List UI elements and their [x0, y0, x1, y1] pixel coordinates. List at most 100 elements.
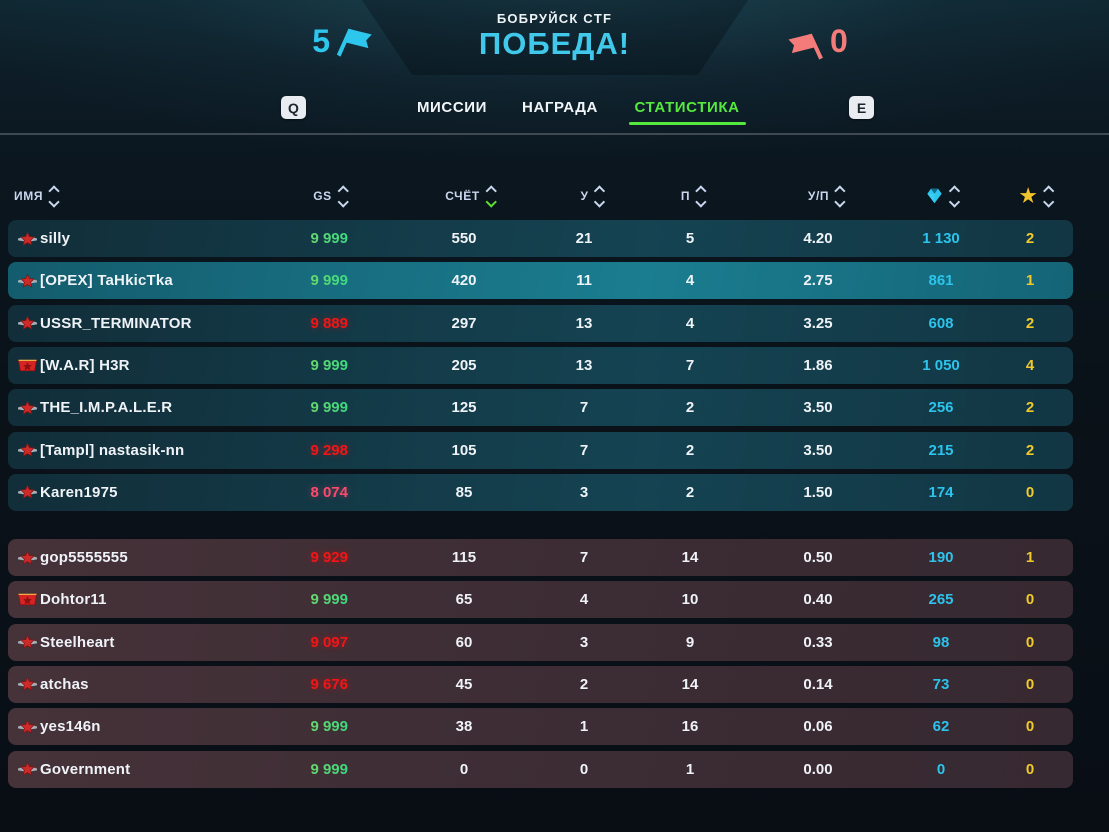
player-gs: 9 999 — [243, 347, 348, 384]
rank-star-wings-icon — [17, 761, 37, 776]
player-gs: 9 999 — [243, 262, 348, 299]
player-name: [W.A.R] H3R — [40, 356, 130, 374]
player-name: USSR_TERMINATOR — [40, 314, 192, 332]
tab-reward[interactable]: НАГРАДА — [522, 99, 598, 116]
player-deaths: 14 — [681, 675, 699, 693]
player-row[interactable]: [Tampl] nastasik-nn 9 298 105 7 2 3.50 2… — [8, 431, 1073, 469]
player-crystals: 73 — [932, 675, 950, 693]
player-deaths: 9 — [685, 633, 695, 651]
player-stars: 2 — [1025, 314, 1035, 332]
player-kills: 1 — [579, 718, 589, 736]
player-stars: 1 — [1025, 549, 1035, 566]
player-kills: 13 — [575, 356, 593, 374]
rank-star-wings-icon — [17, 719, 37, 734]
player-kd: 1.50 — [803, 483, 833, 501]
player-kills: 7 — [579, 399, 589, 417]
player-score: 420 — [451, 272, 477, 290]
rank-icon-holder — [16, 262, 38, 299]
player-name: Government — [40, 760, 131, 778]
player-crystals: 0 — [936, 760, 946, 778]
column-label-kills: У — [580, 189, 589, 203]
column-header-deaths[interactable]: П — [681, 181, 707, 211]
player-deaths: 10 — [681, 591, 699, 609]
player-score: 60 — [455, 633, 473, 651]
column-header-score[interactable]: СЧЁТ — [445, 181, 497, 211]
active-tab-underline — [629, 122, 746, 125]
column-header-kd[interactable]: У/П — [807, 181, 846, 211]
player-row[interactable]: THE_I.M.P.A.L.E.R 9 999 125 7 2 3.50 256… — [8, 389, 1073, 427]
sort-chevrons-icon — [485, 184, 497, 208]
player-row[interactable]: [W.A.R] H3R 9 999 205 13 7 1.86 1 050 4 — [8, 346, 1073, 384]
player-row[interactable]: silly 9 999 550 21 5 4.20 1 130 2 — [8, 220, 1073, 257]
player-deaths: 14 — [681, 549, 699, 566]
player-stars: 0 — [1025, 591, 1035, 609]
player-stars: 2 — [1025, 399, 1035, 417]
player-kd: 3.50 — [803, 441, 833, 459]
hotkey-e-badge: E — [849, 96, 874, 119]
rank-icon-holder — [16, 432, 38, 469]
player-gs: 9 999 — [243, 751, 348, 788]
player-row[interactable]: Dohtor11 9 999 65 4 10 0.40 265 0 — [8, 581, 1073, 619]
player-kd: 0.40 — [803, 591, 833, 609]
player-crystals: 174 — [928, 483, 954, 501]
player-stars: 0 — [1025, 675, 1035, 693]
player-crystals: 190 — [928, 549, 954, 566]
sort-chevrons-icon — [1042, 184, 1054, 208]
player-row[interactable]: USSR_TERMINATOR 9 889 297 13 4 3.25 608 … — [8, 304, 1073, 342]
match-mode-title: БОБРУЙСК CTF — [496, 11, 613, 26]
sort-chevrons-icon — [593, 184, 606, 208]
player-kd: 0.00 — [803, 760, 833, 778]
tab-missions[interactable]: МИССИИ — [416, 99, 488, 116]
tab-statistics[interactable]: СТАТИСТИКА — [634, 99, 740, 116]
gem-icon — [927, 188, 942, 204]
player-kills: 3 — [579, 483, 589, 501]
player-gs: 9 298 — [310, 441, 348, 459]
player-kills: 2 — [579, 675, 589, 693]
rank-icon-holder — [16, 474, 38, 511]
player-row[interactable]: [OPEX] TaHkicTka 9 999 420 11 4 2.75 861… — [8, 262, 1073, 300]
star-icon: ★ — [1019, 185, 1038, 207]
rank-star-wings-icon — [17, 230, 37, 246]
player-stars: 1 — [1025, 272, 1035, 290]
player-deaths: 4 — [685, 272, 695, 290]
column-label-kd: У/П — [807, 189, 830, 203]
table-header: ИМЯ GS СЧЁТ У П У/П — [8, 181, 1073, 211]
player-score: 125 — [451, 399, 477, 417]
player-stars: 0 — [1025, 483, 1035, 501]
tabs-divider — [0, 133, 1109, 135]
player-row[interactable]: Steelheart 9 097 60 3 9 0.33 98 0 — [8, 623, 1073, 661]
player-row[interactable]: atchas 9 676 45 2 14 0.14 73 0 — [8, 665, 1073, 703]
player-deaths: 2 — [685, 441, 695, 459]
column-header-kills[interactable]: У — [580, 181, 606, 211]
blue-flag-icon — [336, 24, 376, 69]
player-gs: 9 676 — [310, 675, 348, 693]
column-header-name[interactable]: ИМЯ — [14, 181, 60, 211]
column-header-stars[interactable]: ★ — [1019, 181, 1054, 211]
player-score: 85 — [455, 483, 473, 501]
column-header-gs[interactable]: GS — [313, 181, 349, 211]
player-row[interactable]: gop5555555 9 929 115 7 14 0.50 190 1 — [8, 539, 1073, 576]
player-deaths: 5 — [685, 230, 695, 247]
player-name: [OPEX] TaHkicTka — [40, 272, 173, 290]
player-row[interactable]: Karen1975 8 074 85 3 2 1.50 174 0 — [8, 473, 1073, 511]
player-crystals: 256 — [928, 399, 954, 417]
player-kd: 0.33 — [803, 633, 833, 651]
player-kills: 7 — [579, 549, 589, 566]
column-header-crystals[interactable] — [926, 181, 961, 211]
sort-chevrons-icon — [337, 184, 349, 208]
player-stars: 0 — [1025, 633, 1035, 651]
rank-icon-holder — [16, 666, 38, 703]
player-score: 205 — [451, 356, 477, 374]
column-label-score: СЧЁТ — [445, 189, 480, 203]
player-score: 0 — [459, 760, 469, 778]
player-name: gop5555555 — [40, 549, 128, 566]
player-kd: 0.50 — [803, 549, 833, 566]
player-row[interactable]: Government 9 999 0 0 1 0.00 0 0 — [8, 750, 1073, 788]
player-crystals: 1 130 — [922, 230, 960, 247]
player-kills: 3 — [579, 633, 589, 651]
player-stars: 2 — [1025, 441, 1035, 459]
player-deaths: 7 — [685, 356, 695, 374]
player-row[interactable]: yes146n 9 999 38 1 16 0.06 62 0 — [8, 708, 1073, 746]
blue-team-score: 5 — [312, 23, 330, 59]
player-kd: 1.86 — [803, 356, 833, 374]
